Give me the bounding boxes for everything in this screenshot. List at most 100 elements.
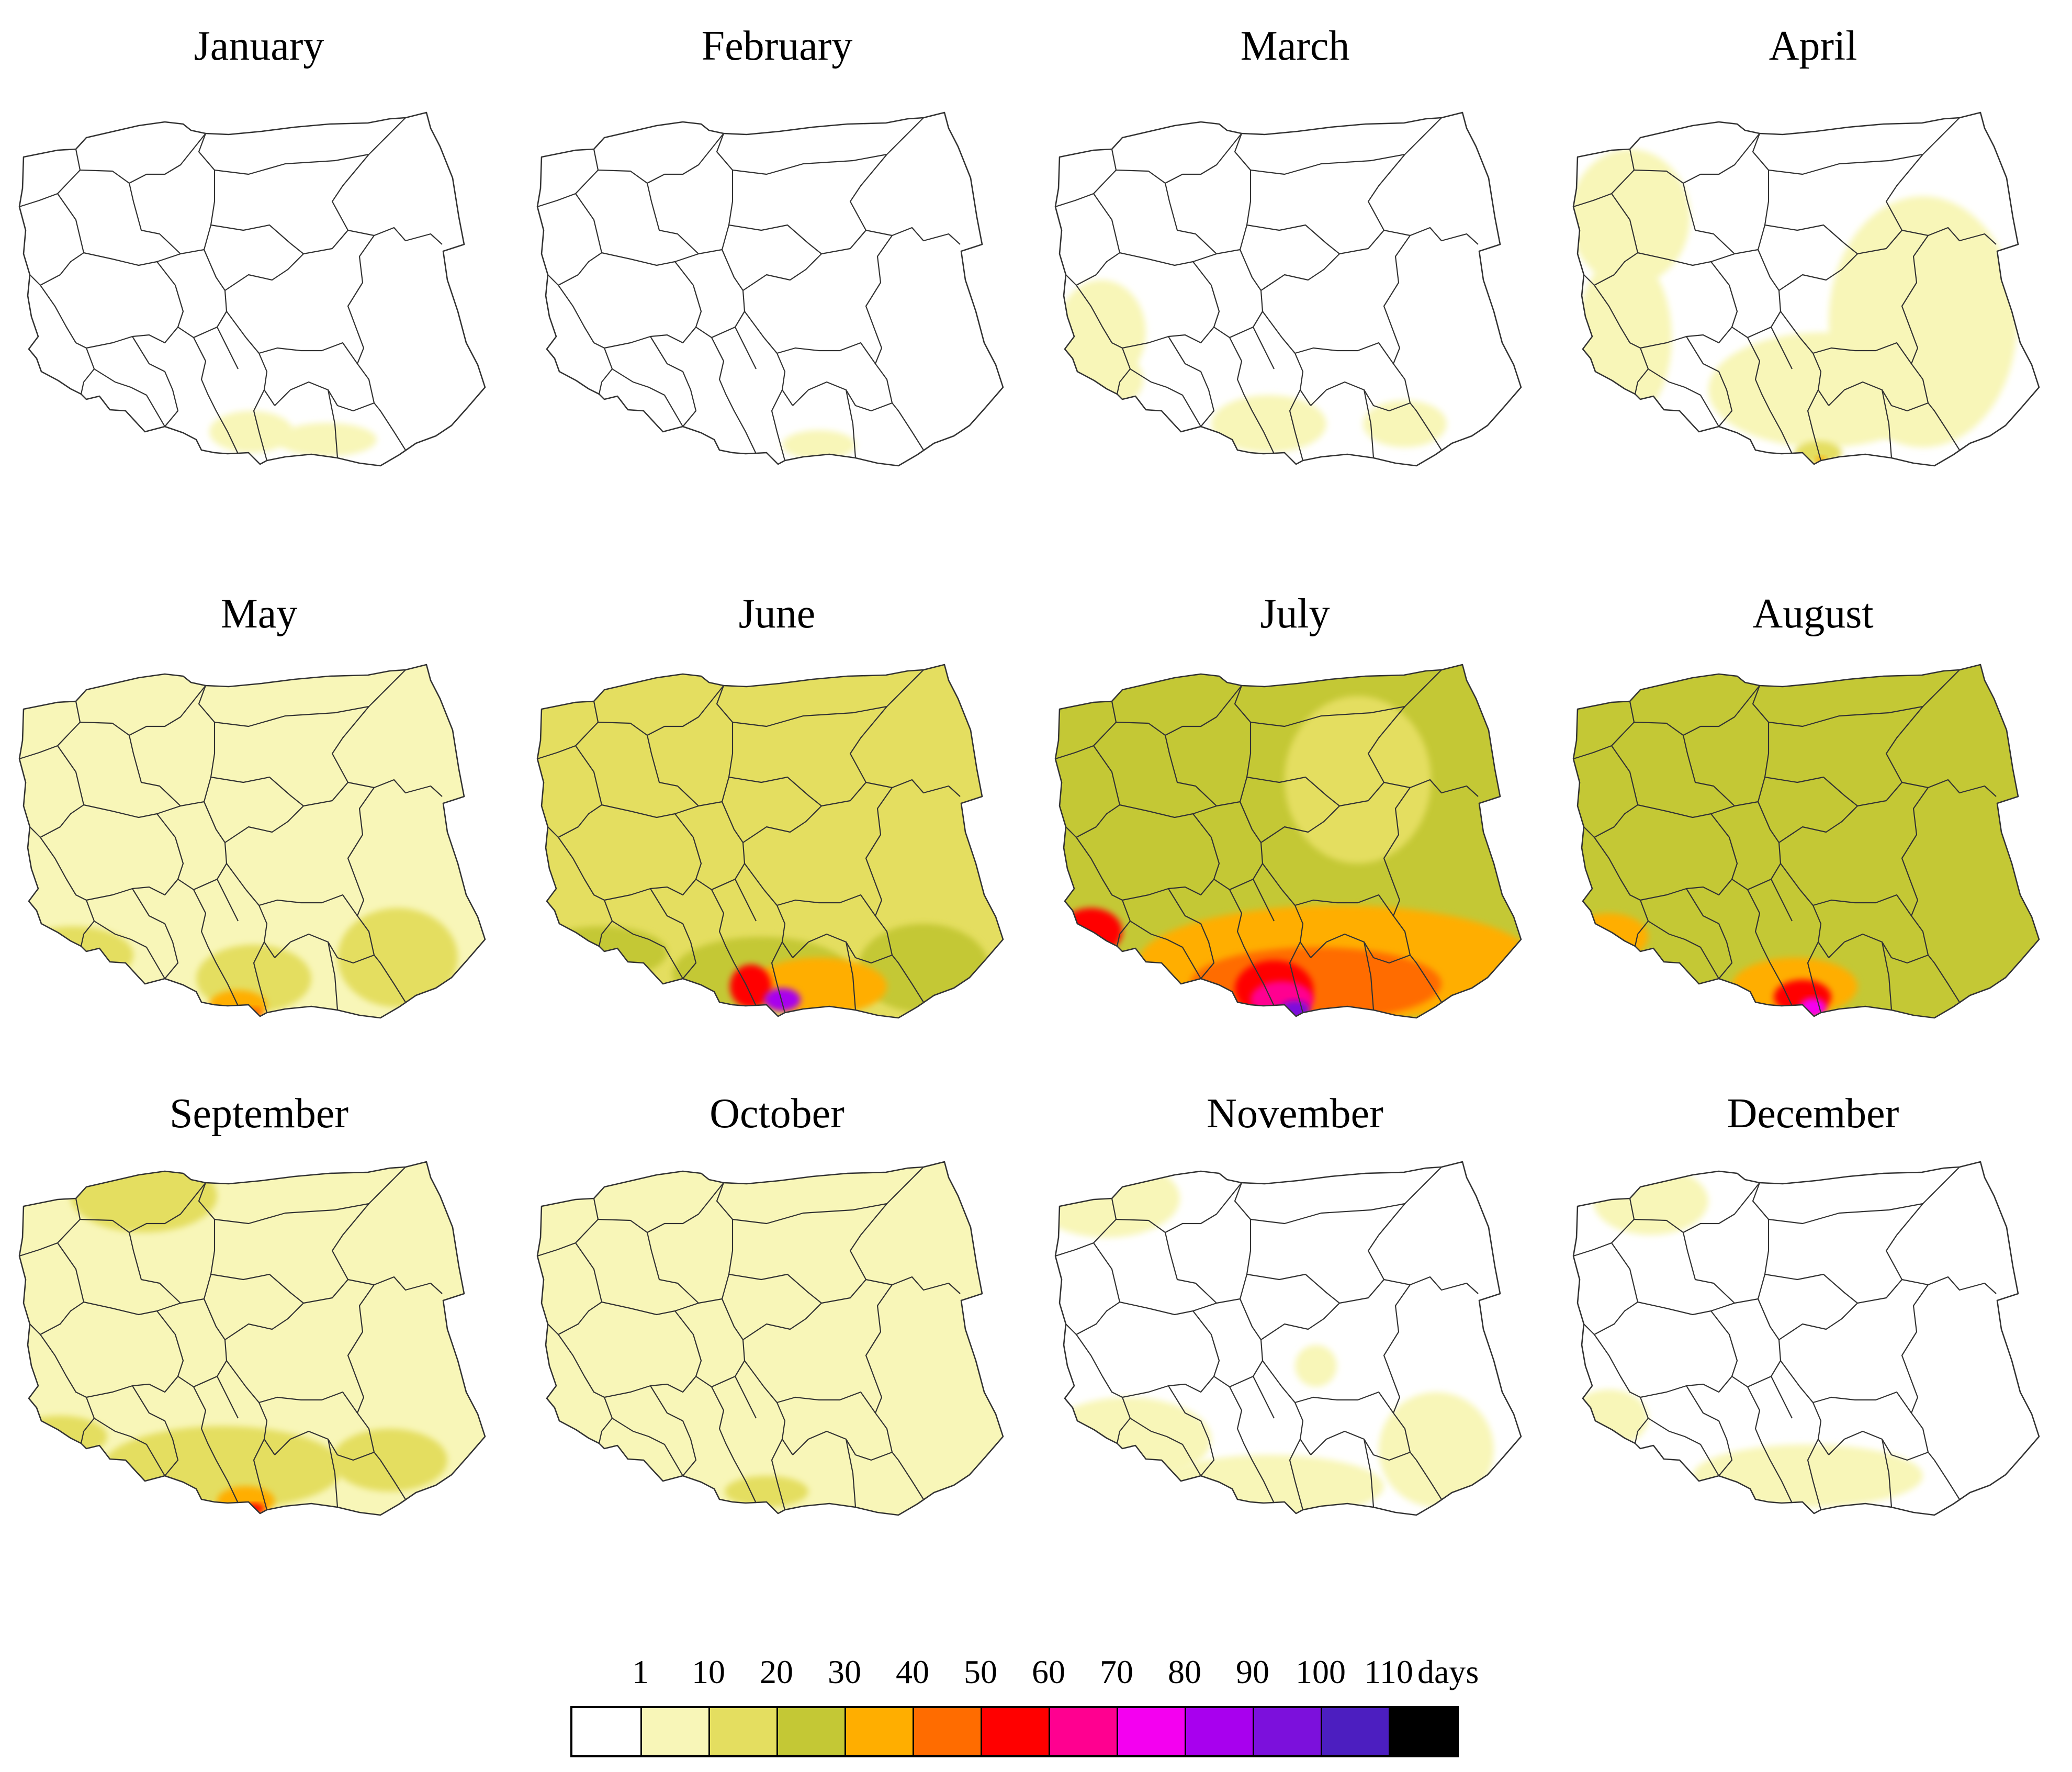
map-november: [1054, 1161, 1522, 1516]
region-border: [19, 722, 81, 760]
region-border: [258, 894, 358, 916]
region-border: [1686, 1385, 1733, 1476]
country-fill: [537, 113, 1003, 466]
map-panel-april: April: [1554, 0, 2072, 1648]
region-border: [94, 1418, 165, 1476]
zone-apr-south: [1708, 332, 1939, 447]
region-border: [845, 941, 857, 1011]
region-border: [132, 1385, 179, 1476]
region-border: [1710, 1298, 1782, 1388]
region-border: [1111, 1182, 1242, 1233]
legend-tick-label: 80: [1168, 1653, 1201, 1690]
region-border: [226, 311, 275, 406]
region-border: [198, 669, 406, 727]
region-border: [1192, 1298, 1264, 1388]
zone-jul-ne: [1285, 696, 1431, 863]
region-border: [40, 285, 95, 395]
region-border: [1262, 1360, 1311, 1455]
region-border: [1122, 1376, 1214, 1398]
country-border: [1572, 664, 2040, 1019]
region-border: [716, 1167, 924, 1225]
region-border: [1812, 342, 1912, 364]
region-border: [1780, 863, 1829, 958]
region-border: [1752, 1167, 1960, 1225]
region-border: [1648, 368, 1719, 427]
region-border: [1289, 1439, 1304, 1510]
region-borders: [1573, 669, 1997, 1013]
region-border: [347, 235, 406, 451]
region-border: [604, 879, 696, 901]
region-border: [1383, 1284, 1442, 1500]
region-borders: [1055, 669, 1479, 1013]
region-border: [1253, 879, 1275, 922]
map-june: [536, 664, 1004, 1019]
region-border: [193, 889, 239, 1006]
map-panel-september: September: [0, 0, 518, 1648]
region-border: [1594, 285, 1649, 395]
map-january: [18, 111, 486, 467]
legend-tick-label: 110: [1364, 1653, 1413, 1690]
region-border: [327, 389, 339, 458]
region-border: [253, 941, 268, 1013]
region-border: [217, 327, 239, 369]
region-border: [776, 1391, 876, 1414]
region-borders: [19, 1167, 443, 1510]
region-border: [1637, 1301, 1735, 1316]
legend-tick-label: 20: [760, 1653, 793, 1690]
region-border: [156, 801, 228, 891]
region-border: [1289, 941, 1304, 1013]
country-border: [1572, 111, 2040, 467]
region-border: [742, 805, 822, 843]
region-border: [86, 327, 178, 349]
frequency-zones: [537, 1162, 1003, 1515]
region-border: [1640, 327, 1732, 349]
region-border: [728, 1273, 866, 1304]
zone-dec-nw: [1593, 1167, 1708, 1235]
region-border: [224, 805, 304, 843]
map-title-november: November: [1207, 1091, 1383, 1137]
frequency-zones: [1573, 665, 2039, 1018]
region-border: [1629, 133, 1760, 184]
region-border: [327, 941, 339, 1011]
region-border: [1234, 669, 1442, 727]
region-border: [1710, 249, 1782, 339]
region-border: [865, 235, 924, 451]
region-border: [1253, 1376, 1275, 1419]
region-border: [75, 685, 206, 736]
region-border: [253, 389, 268, 461]
region-border: [558, 285, 613, 395]
country-fill: [19, 113, 485, 466]
region-border: [1229, 889, 1275, 1006]
legend-swatch: [1049, 1708, 1117, 1755]
zone-mar-south: [1211, 395, 1326, 453]
map-title-august: August: [1752, 591, 1874, 637]
region-border: [40, 837, 95, 947]
region-border: [198, 1167, 406, 1225]
region-border: [601, 1301, 699, 1316]
region-border: [1594, 837, 1649, 947]
region-border: [674, 801, 746, 891]
region-border: [735, 879, 757, 922]
legend-color-bar: [570, 1706, 1459, 1757]
zone-nov-se: [1379, 1392, 1494, 1507]
region-border: [1076, 837, 1131, 947]
region-border: [210, 1273, 348, 1304]
region-border: [327, 1439, 339, 1508]
region-border: [156, 249, 228, 339]
region-border: [1130, 1418, 1201, 1476]
region-border: [83, 804, 181, 818]
region-border: [1640, 879, 1732, 901]
region-border: [604, 327, 696, 349]
region-border: [1747, 1386, 1793, 1504]
zone-dec-south: [1693, 1444, 1923, 1507]
region-border: [558, 837, 613, 947]
region-border: [742, 253, 822, 291]
region-border: [537, 1219, 599, 1257]
region-borders: [19, 117, 443, 461]
region-border: [1168, 888, 1215, 979]
region-border: [1130, 368, 1201, 427]
region-border: [19, 170, 81, 208]
region-border: [83, 1301, 181, 1316]
region-border: [1192, 801, 1264, 891]
zone-feb-south: [782, 430, 855, 459]
